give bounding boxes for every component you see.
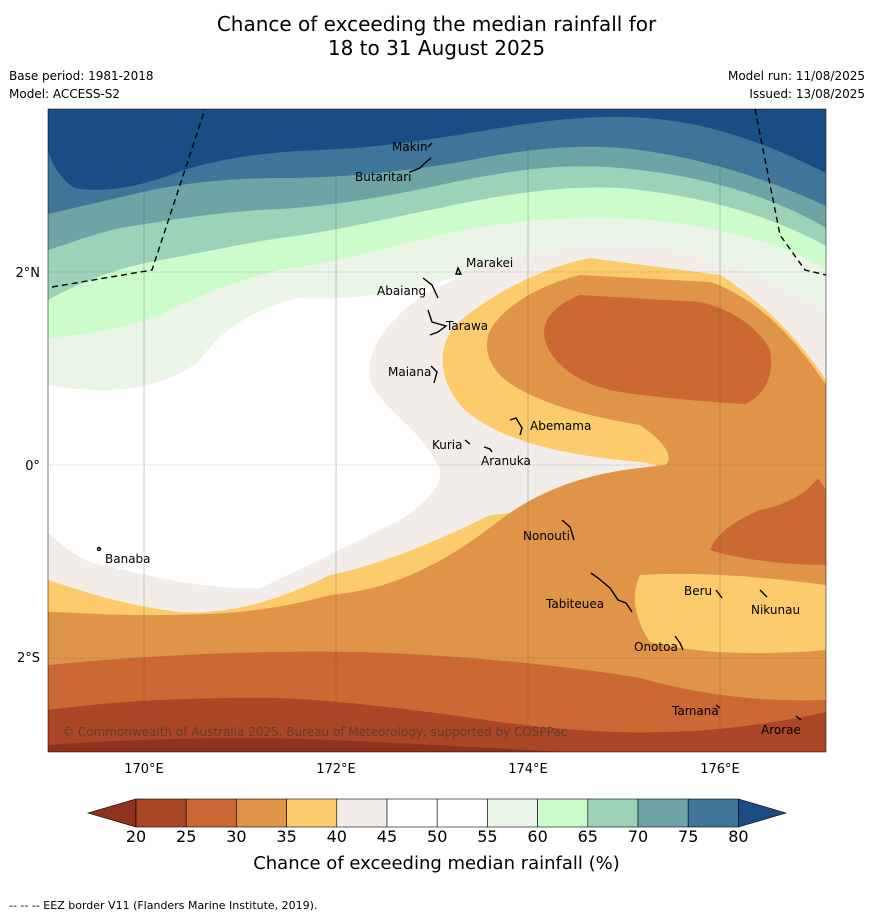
chart-title: Chance of exceeding the median rainfall … — [0, 12, 873, 60]
colorbar-segment — [487, 798, 538, 828]
colorbar — [86, 798, 788, 828]
axis-labels: 2°N 0° 2°S 170°E 172°E 174°E 176°E — [16, 266, 740, 777]
lat-label-2n: 2°N — [16, 266, 41, 281]
label-aranuka: Aranuka — [481, 454, 531, 468]
base-period: Base period: 1981-2018 — [9, 69, 154, 83]
colorbar-tick-label: 20 — [125, 827, 147, 846]
colorbar-segment — [236, 798, 287, 828]
label-kuria: Kuria — [432, 438, 463, 452]
label-abemama: Abemama — [530, 419, 591, 433]
colorbar-tick-label: 25 — [176, 827, 197, 846]
tamana-outline — [715, 704, 721, 709]
eez-footnote: -- -- -- EEZ border V11 (Flanders Marine… — [9, 899, 318, 912]
arorae-outline — [795, 715, 802, 721]
tabiteuea-outline — [590, 572, 633, 613]
colorbar-segment — [637, 798, 689, 828]
probability-field: Makin Butaritari Marakei Abaiang Tarawa … — [48, 109, 826, 752]
colorbar-tick-label: 35 — [276, 827, 297, 846]
nonouti-outline — [561, 519, 575, 541]
colorbar-high-extension — [738, 798, 788, 828]
graticule — [48, 109, 826, 752]
colorbar-tick-label: 55 — [477, 827, 498, 846]
band-below-20 — [48, 737, 560, 752]
colorbar-tick-label: 80 — [728, 827, 749, 846]
colorbar-segment — [687, 798, 739, 828]
colorbar-segment — [336, 798, 388, 828]
meta-right: Model run: 11/08/2025 Issued: 13/08/2025 — [728, 67, 865, 103]
colorbar-title: Chance of exceeding median rainfall (%) — [253, 853, 620, 874]
label-beru: Beru — [684, 584, 712, 598]
marakei-outline — [455, 266, 463, 275]
label-banaba: Banaba — [105, 552, 151, 566]
lat-label-0: 0° — [25, 459, 40, 474]
lon-label-172e: 172°E — [316, 762, 356, 777]
colorbar-segment — [587, 798, 639, 828]
band-25-30-east — [710, 478, 826, 565]
colorbar-segment — [537, 798, 589, 828]
colorbar-segment — [386, 798, 438, 828]
kuria-outline — [464, 439, 471, 445]
beru-outline — [715, 589, 723, 599]
abaiang-outline — [422, 277, 439, 299]
butaritari-outline — [409, 157, 432, 173]
label-abaiang: Abaiang — [377, 284, 426, 298]
band-35-40-south — [634, 573, 826, 654]
label-nikunau: Nikunau — [751, 603, 800, 617]
map-frame — [47, 108, 827, 753]
label-onotoa: Onotoa — [634, 640, 678, 654]
label-tarawa: Tarawa — [445, 319, 488, 333]
abemama-outline — [509, 417, 523, 436]
label-tamana: Tamana — [671, 704, 719, 718]
onotoa-outline — [674, 635, 684, 651]
label-tabiteuea: Tabiteuea — [545, 597, 604, 611]
colorbar-segment — [185, 798, 237, 828]
meta-left: Base period: 1981-2018 Model: ACCESS-S2 — [9, 67, 154, 103]
lat-label-2s: 2°S — [17, 651, 40, 666]
tarawa-outline — [427, 309, 448, 336]
colorbar-tick-label: 30 — [226, 827, 247, 846]
colorbar-low-extension — [86, 798, 137, 828]
colorbar-tick-label: 75 — [678, 827, 699, 846]
copyright-note: © Commonwealth of Australia 2025, Bureau… — [62, 725, 567, 739]
lon-label-170e: 170°E — [124, 762, 164, 777]
label-nonouti: Nonouti — [523, 529, 570, 543]
label-arorae: Arorae — [761, 723, 801, 737]
nikunau-outline — [759, 589, 768, 598]
title-line-1: Chance of exceeding the median rainfall … — [216, 12, 657, 36]
banaba-outline — [96, 546, 102, 552]
colorbar-tick-label: 60 — [527, 827, 548, 846]
colorbar-tick-label: 40 — [326, 827, 347, 846]
label-maiana: Maiana — [388, 365, 431, 379]
colorbar-tick-label: 45 — [376, 827, 398, 846]
band-25-30 — [544, 295, 772, 404]
colorbar-segment — [135, 798, 187, 828]
eez-border — [51, 109, 826, 288]
island-outlines — [96, 142, 802, 721]
colorbar-tick-label: 70 — [627, 827, 649, 846]
label-marakei: Marakei — [466, 256, 513, 270]
model-run: Model run: 11/08/2025 — [727, 69, 865, 83]
band-above-80 — [48, 109, 826, 190]
issued-date: Issued: 13/08/2025 — [749, 87, 865, 101]
label-butaritari: Butaritari — [355, 170, 412, 184]
colorbar-segment — [436, 798, 488, 828]
colorbar-segment — [286, 798, 338, 828]
title-line-2: 18 to 31 August 2025 — [327, 36, 546, 60]
band-30-35 — [48, 275, 826, 752]
lon-label-174e: 174°E — [508, 762, 548, 777]
maiana-outline — [430, 365, 438, 384]
place-labels: Makin Butaritari Marakei Abaiang Tarawa … — [62, 140, 801, 739]
label-makin: Makin — [392, 140, 428, 154]
aranuka-outline — [483, 446, 493, 453]
lon-label-176e: 176°E — [700, 762, 740, 777]
colorbar-tick-label: 50 — [427, 827, 448, 846]
model-name: Model: ACCESS-S2 — [9, 87, 121, 101]
colorbar-tick-label: 65 — [577, 827, 598, 846]
